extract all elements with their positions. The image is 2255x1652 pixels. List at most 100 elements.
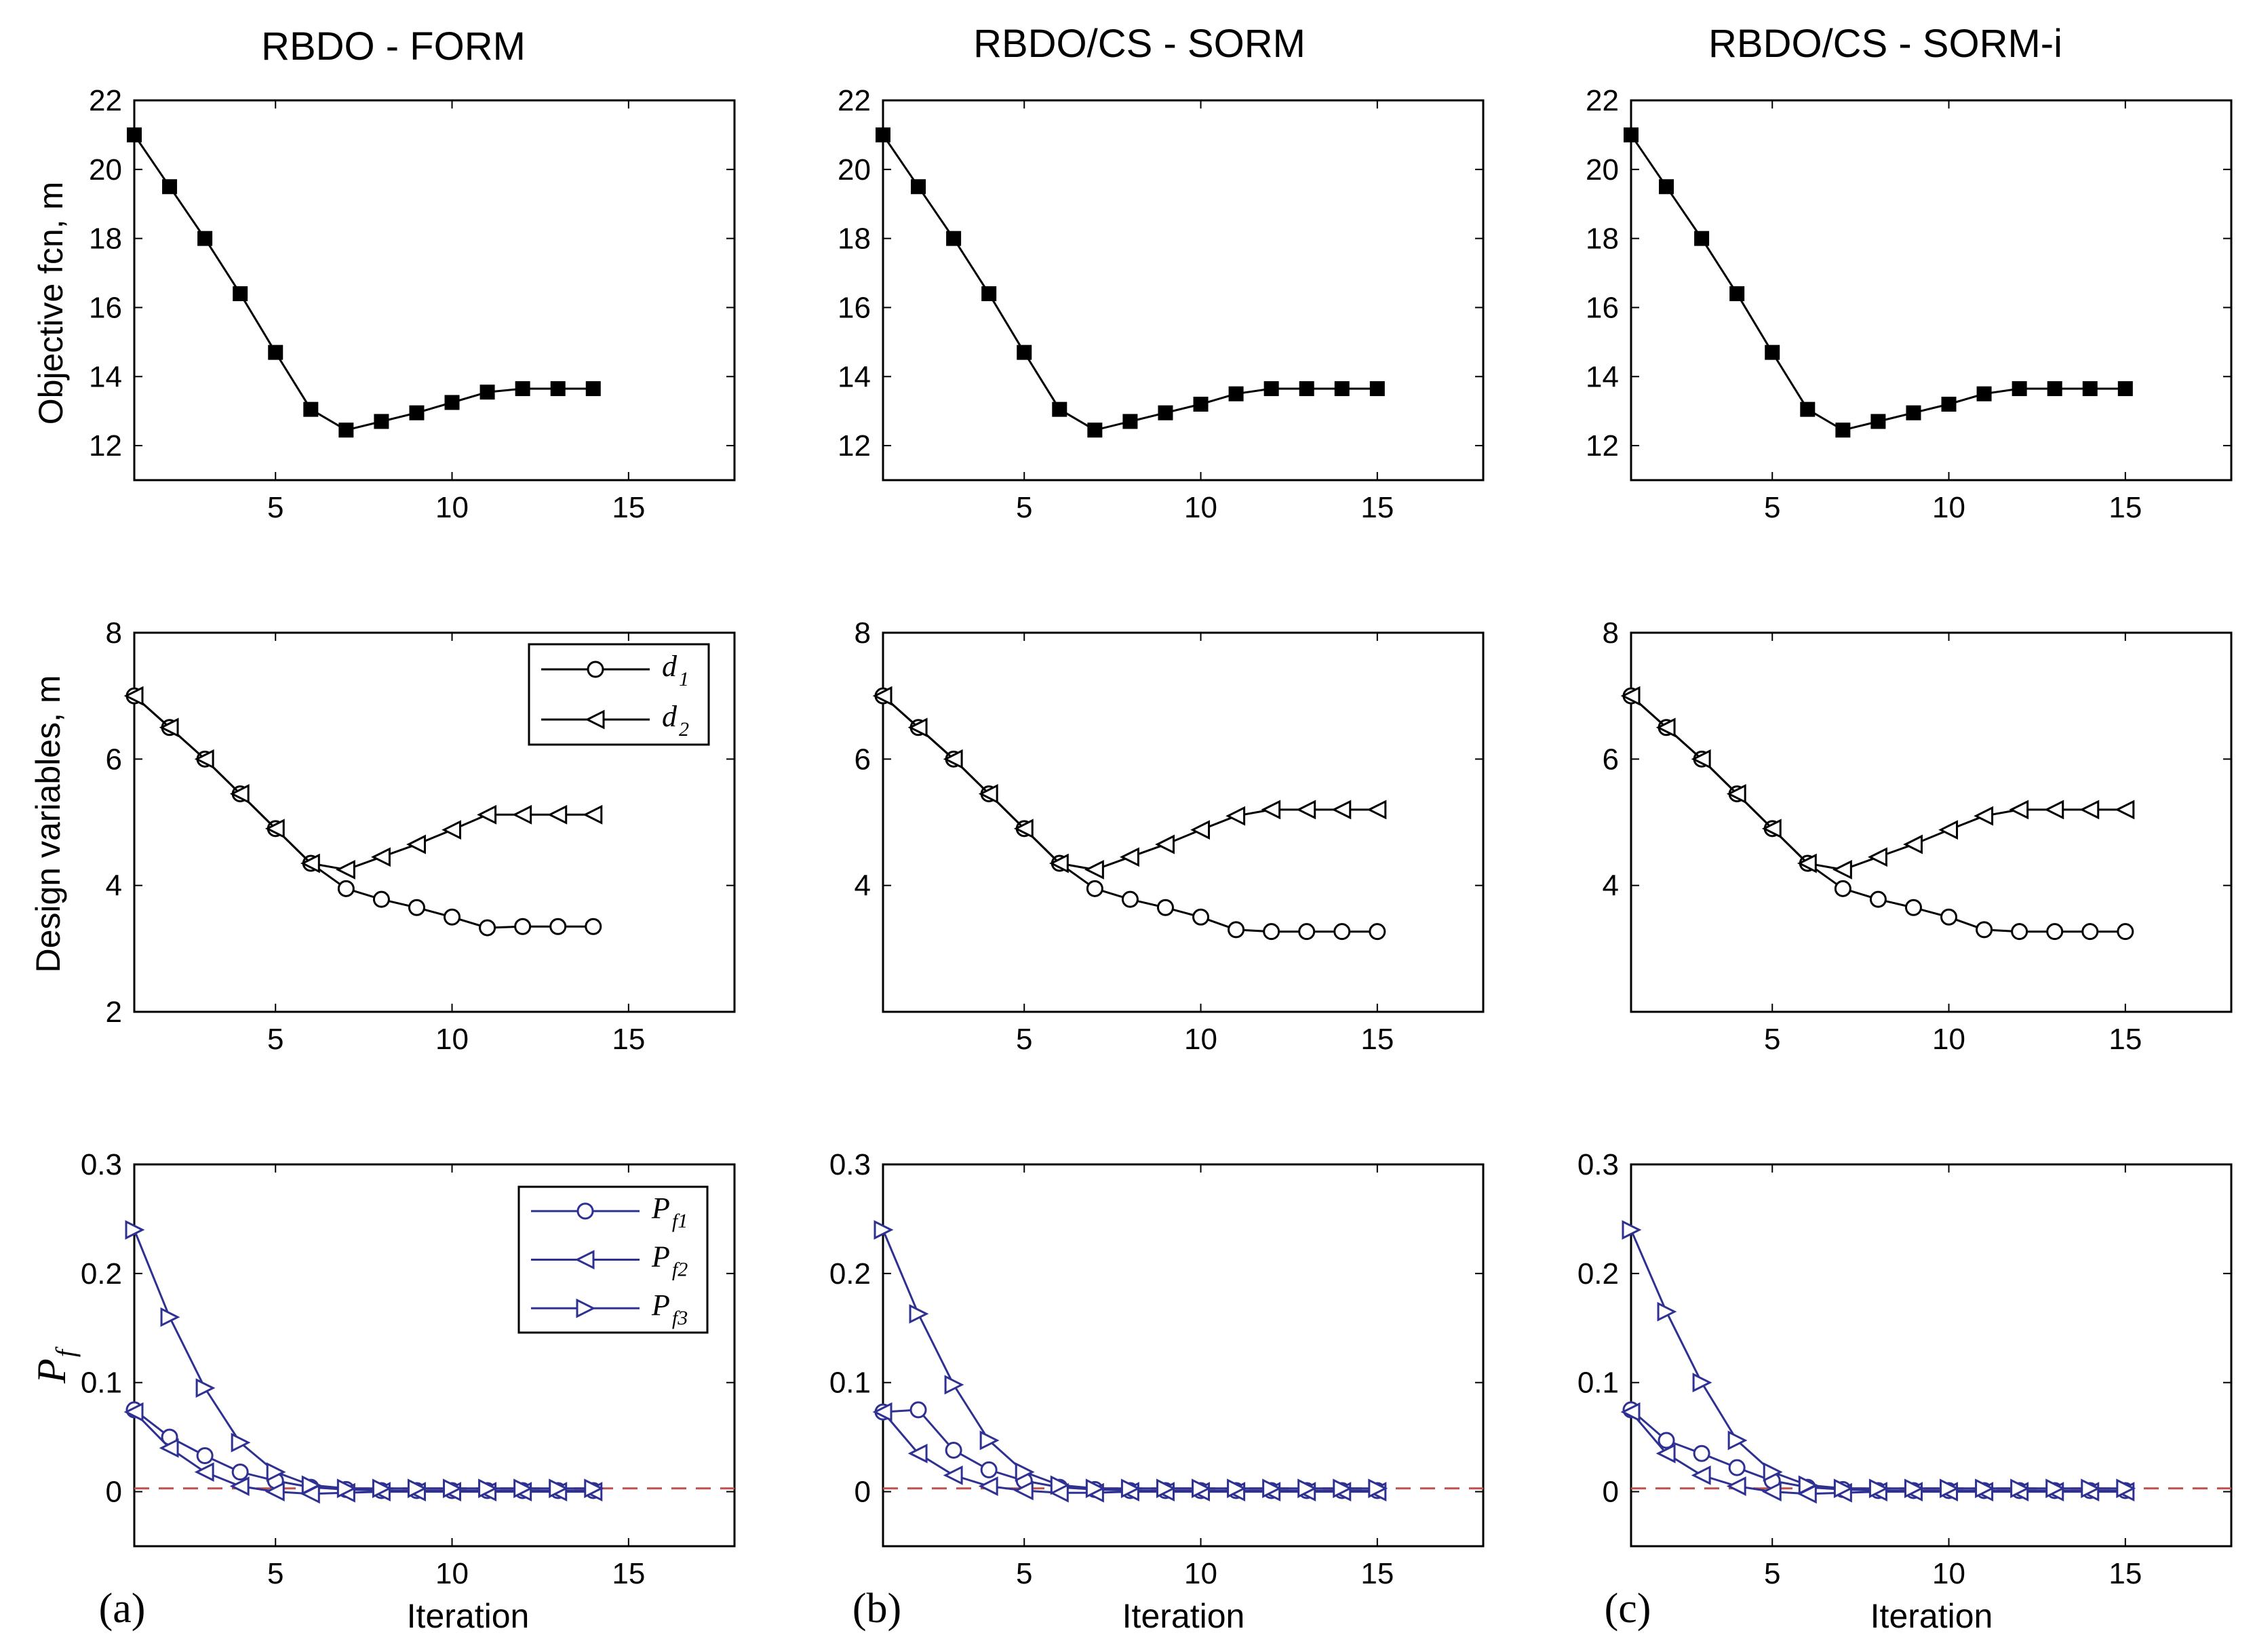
data-point-d1: [1298, 923, 1316, 941]
data-point-d2: [907, 717, 928, 738]
y-tick-label: 6: [106, 743, 122, 776]
data-point-Pf3: [1727, 1430, 1748, 1451]
data-point-Pf2: [1620, 1402, 1641, 1422]
x-tick-label: 5: [267, 1557, 283, 1590]
data-point-objective: [1228, 386, 1244, 401]
data-point-objective: [2082, 381, 2098, 397]
data-point-d2: [1620, 686, 1641, 706]
x-tick-label: 10: [1932, 491, 1965, 524]
data-point-Pf3: [336, 1478, 357, 1499]
chart-panel-3-2: 5 10 15 0 0.1 0.2 0.3: [829, 1148, 1485, 1590]
data-point-d2: [194, 749, 214, 769]
data-point-Pf3: [301, 1475, 321, 1495]
data-point-d2: [229, 784, 250, 804]
data-point-d1: [1369, 923, 1386, 941]
data-point-d1: [479, 919, 496, 937]
column-title-b: RBDO/CS - SORM: [973, 22, 1306, 66]
x-tick-label: 10: [1184, 1023, 1217, 1056]
y-tick-label: 22: [89, 84, 122, 117]
x-tick-label: 15: [2109, 1557, 2142, 1590]
x-tick-label: 10: [1184, 491, 1217, 524]
svg-text:Pf: Pf: [29, 1346, 81, 1384]
data-point-d2: [1868, 847, 1887, 867]
data-point-d1: [1121, 890, 1139, 908]
column-title-c: RBDO/CS - SORM-i: [1708, 22, 2062, 66]
x-tick-label: 5: [1764, 491, 1780, 524]
x-tick-label: 5: [1016, 1557, 1032, 1590]
legend-label-sub: 2: [679, 718, 689, 741]
data-point-objective: [1694, 231, 1710, 246]
legend-label-main: d: [662, 700, 678, 733]
data-point-Pf1: [231, 1463, 249, 1481]
data-point-d2: [300, 853, 320, 873]
legend-label-sub: 1: [679, 668, 689, 690]
data-point-Pf2: [1013, 1480, 1034, 1501]
data-point-d1: [1086, 880, 1103, 897]
column-title-a: RBDO - FORM: [261, 24, 526, 68]
data-point-objective: [981, 286, 997, 302]
y-tick-label: 8: [855, 616, 871, 650]
data-point-Pf1: [1658, 1432, 1675, 1449]
chart-panel-2-1: 5 10 15 2 4 6 8: [106, 616, 736, 1056]
legend-marker: [574, 1250, 595, 1270]
plot-frame: [133, 99, 736, 481]
data-point-Pf3: [125, 1220, 145, 1240]
ylabel-objective: Objective fcn, m: [32, 182, 70, 425]
data-point-d2: [1155, 834, 1175, 854]
data-point-Pf3: [195, 1378, 216, 1398]
data-point-Pf3: [1120, 1478, 1141, 1499]
data-point-Pf2: [1761, 1482, 1782, 1501]
data-point-objective: [1369, 381, 1385, 397]
data-point-d1: [549, 918, 567, 935]
data-point-objective: [444, 395, 460, 410]
data-point-d2: [1190, 820, 1211, 840]
panel-label-a: (a): [99, 1586, 146, 1632]
data-point-objective: [1800, 401, 1816, 417]
legend-marker: [576, 1202, 594, 1220]
series-Pf3: [1622, 1220, 2136, 1499]
y-tick-label: 0: [855, 1476, 871, 1509]
data-point-d2: [1296, 800, 1316, 820]
data-point-objective: [2012, 381, 2027, 397]
y-tick-label: 14: [838, 360, 871, 393]
data-point-d2: [978, 784, 998, 804]
data-point-Pf2: [159, 1438, 179, 1458]
xlabel-b: Iteration: [1122, 1597, 1245, 1635]
chart-panel-2-2: 5 10 15 4 6 8: [855, 616, 1485, 1056]
x-tick-label: 15: [1360, 1023, 1394, 1056]
ylabel-pf: Pf: [29, 1346, 81, 1384]
data-point-d2: [1120, 847, 1139, 867]
data-point-Pf3: [266, 1462, 286, 1482]
x-tick-label: 10: [435, 491, 469, 524]
x-tick-label: 10: [1932, 1023, 1965, 1056]
data-point-d2: [1367, 800, 1387, 820]
y-tick-label: 4: [1603, 869, 1619, 903]
data-point-Pf3: [372, 1478, 392, 1499]
data-point-Pf3: [2116, 1478, 2136, 1499]
y-tick-label: 14: [1586, 360, 1619, 393]
data-point-Pf2: [943, 1466, 963, 1485]
data-point-Pf3: [874, 1220, 894, 1240]
data-point-Pf3: [1297, 1478, 1318, 1499]
chart-panel-2-3: 5 10 15 4 6 8: [1603, 616, 2233, 1056]
data-point-d2: [2079, 800, 2100, 820]
y-tick-label: 12: [838, 429, 871, 463]
data-point-Pf3: [407, 1478, 427, 1499]
plot-frame: [882, 631, 1485, 1013]
data-point-d2: [1048, 853, 1069, 873]
data-point-d2: [477, 804, 497, 825]
data-point-Pf2: [978, 1476, 998, 1496]
series-objective: [876, 127, 1385, 438]
data-point-Pf2: [1726, 1476, 1746, 1496]
data-point-Pf3: [1904, 1478, 1924, 1499]
data-point-objective: [515, 381, 530, 397]
data-point-Pf3: [1227, 1478, 1247, 1499]
legend-design-variables: d 1 d 2: [528, 643, 710, 746]
